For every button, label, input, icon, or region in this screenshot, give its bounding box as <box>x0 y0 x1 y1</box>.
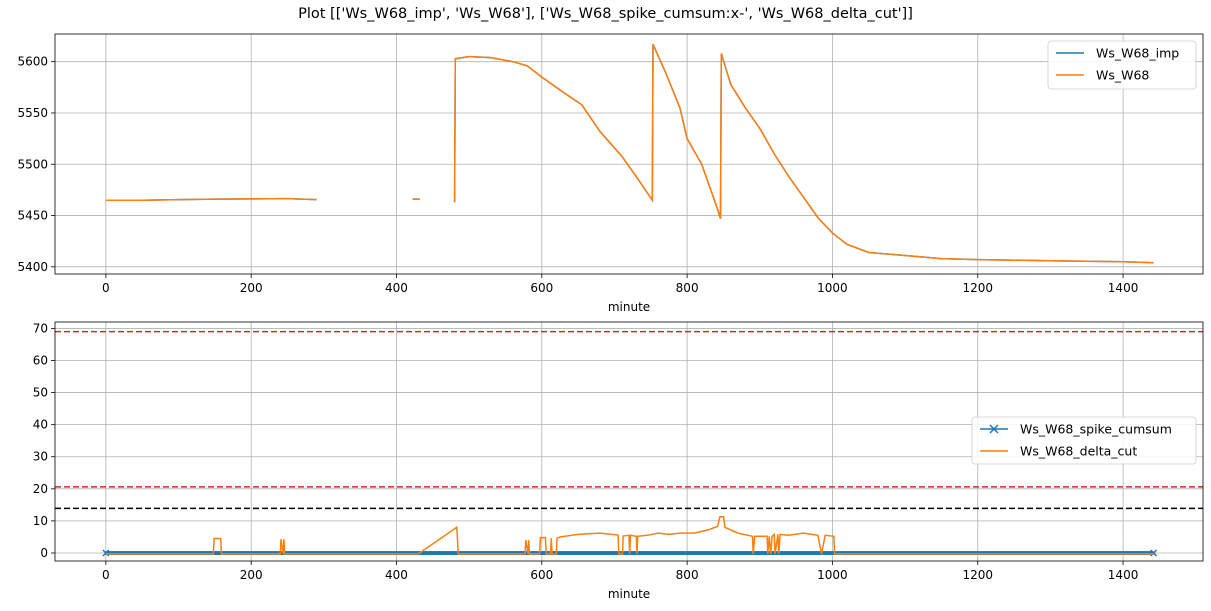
x-tick-label: 600 <box>530 281 553 295</box>
x-tick-label: 1400 <box>1108 281 1139 295</box>
x-tick-label: 0 <box>102 281 110 295</box>
x-tick-label: 1400 <box>1108 568 1139 582</box>
series-marker <box>102 549 110 557</box>
x-tick-label: 1000 <box>817 281 848 295</box>
y-tick-label: 10 <box>33 514 48 528</box>
figure-title: Plot [['Ws_W68_imp', 'Ws_W68'], ['Ws_W68… <box>298 6 913 22</box>
y-tick-label: 70 <box>33 321 48 335</box>
y-tick-label: 0 <box>40 546 48 560</box>
legend-label: Ws_W68 <box>1096 68 1149 83</box>
y-tick-label: 5450 <box>17 209 48 223</box>
legend-label: Ws_W68_imp <box>1096 46 1179 61</box>
axes-1: 0 200 400 600 800 1000 1200 1400 5400 5450 5500 555… <box>17 33 1204 314</box>
legend: Ws_W68_imp Ws_W68 <box>1047 40 1197 90</box>
x-tick-label: 1200 <box>962 281 993 295</box>
x-tick-label: 400 <box>385 281 408 295</box>
axes-2: 0 200 400 600 800 1000 1200 1400 0 10 20 30 40 50 60 70… <box>33 321 1204 601</box>
legend-frame <box>1047 40 1197 90</box>
y-tick-label: 30 <box>33 450 48 464</box>
y-tick-label: 20 <box>33 482 48 496</box>
y-tick-label: 5600 <box>17 55 48 69</box>
legend: Ws_W68_spike_cumsum Ws_W68_delta_cut <box>971 416 1197 465</box>
y-tick-label: 5500 <box>17 157 48 171</box>
legend-marker <box>989 424 999 434</box>
legend-frame <box>971 416 1197 465</box>
y-tick-label: 5550 <box>17 106 48 120</box>
x-tick-label: 1200 <box>962 568 993 582</box>
legend-label: Ws_W68_spike_cumsum <box>1020 422 1172 437</box>
x-tick-label: 800 <box>676 568 699 582</box>
plot-area <box>55 330 1203 557</box>
x-axis-label: minute <box>608 300 650 314</box>
axes-frame <box>54 321 1204 562</box>
series-line <box>105 197 317 201</box>
y-tick-label: 50 <box>33 386 48 400</box>
x-tick-label: 800 <box>676 281 699 295</box>
x-tick-label: 1000 <box>817 568 848 582</box>
series-line <box>105 515 1154 555</box>
x-tick-label: 600 <box>530 568 553 582</box>
axes-frame <box>54 33 1204 275</box>
legend-label: Ws_W68_delta_cut <box>1020 444 1137 459</box>
series-line <box>453 43 1154 264</box>
x-tick-label: 400 <box>385 568 408 582</box>
y-tick-label: 40 <box>33 418 48 432</box>
x-tick-label: 200 <box>240 281 263 295</box>
x-axis-label: minute <box>608 587 650 601</box>
x-tick-label: 0 <box>102 568 110 582</box>
y-tick-label: 5400 <box>17 260 48 274</box>
plot-area <box>105 43 1154 264</box>
x-tick-label: 200 <box>240 568 263 582</box>
series-marker <box>1150 549 1158 557</box>
y-tick-label: 60 <box>33 353 48 367</box>
